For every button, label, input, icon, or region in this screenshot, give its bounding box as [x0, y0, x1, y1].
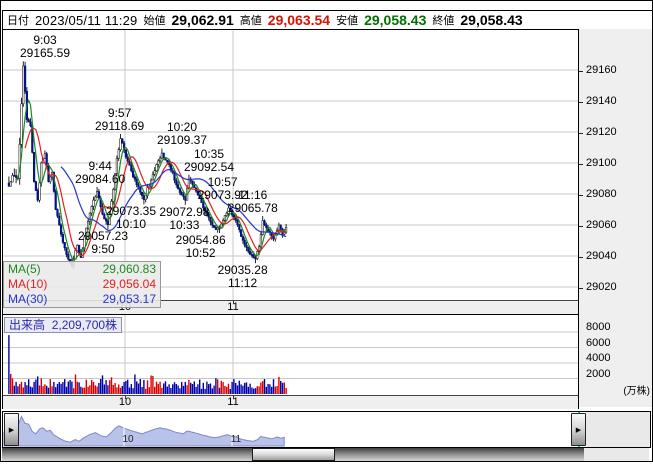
date-label: 日付 [7, 15, 29, 27]
price-tick-label: 29020 [586, 281, 617, 293]
volume-label-box: 出来高 2,209,700株 [4, 317, 123, 333]
high-label: 高値 [239, 15, 262, 27]
legend-row-ma30: MA(30) 29,053.17 [4, 292, 160, 307]
volume-tick-label: 8000 [586, 321, 611, 333]
navigator-tick-label: 10 [122, 434, 134, 445]
open-value: 29,062.91 [171, 12, 234, 28]
price-tick-mark [579, 71, 583, 72]
price-tick-label: 29080 [586, 188, 617, 200]
ma30-value: 29,053.17 [102, 292, 156, 306]
time-tick-label: 10 [118, 396, 132, 408]
navigator-right-filler [586, 412, 650, 447]
scrollbar-right-filler [584, 448, 649, 461]
ma10-value: 29,056.04 [102, 277, 156, 291]
price-axis: 29160 29140 29120 29100 29080 29060 29040 29020 [579, 29, 652, 314]
time-tick-mark [233, 301, 234, 304]
navigator-tick-label: 11 [230, 434, 242, 445]
price-tick-label: 29040 [586, 250, 617, 262]
candlestick-chart[interactable] [3, 30, 578, 300]
ma10-label: MA(10) [8, 277, 48, 291]
right-arrow-icon: ▶ [8, 426, 15, 434]
ma5-value: 29,060.83 [102, 262, 156, 276]
volume-tick-label: 4000 [586, 352, 611, 364]
time-tick-label: 11 [227, 301, 239, 313]
price-tick-mark [579, 195, 583, 196]
navigator-area-chart[interactable] [3, 412, 586, 447]
ma-legend: MA(5) 29,060.83 MA(10) 29,056.04 MA(30) … [3, 261, 161, 308]
price-tick-label: 29100 [586, 157, 617, 169]
volume-value: 2,209,700株 [51, 318, 118, 332]
ma5-label: MA(5) [8, 262, 41, 276]
range-navigator[interactable]: ▶ ▶ 10 11 [2, 411, 651, 448]
ma30-label: MA(30) [8, 292, 48, 306]
price-tick-mark [579, 288, 583, 289]
price-tick-label: 29120 [586, 126, 617, 138]
price-tick-mark [579, 164, 583, 165]
price-tick-mark [579, 133, 583, 134]
volume-panel[interactable]: 出来高 2,209,700株 10 11 [2, 314, 579, 409]
volume-time-axis: 10 11 [3, 395, 578, 409]
scrollbar-thumb[interactable] [252, 448, 335, 461]
price-tick-label: 29060 [586, 219, 617, 231]
high-value: 29,063.54 [267, 12, 331, 28]
price-tick-mark [579, 102, 583, 103]
volume-label: 出来高 [9, 318, 46, 332]
time-tick-mark [233, 396, 234, 399]
price-tick-label: 29160 [586, 64, 617, 76]
legend-row-ma5: MA(5) 29,060.83 [4, 262, 160, 277]
price-tick-mark [579, 257, 583, 258]
price-tick-mark [579, 226, 583, 227]
close-label: 終値 [432, 15, 455, 27]
date-value: 2023/05/11 11:29 [35, 12, 138, 28]
volume-unit-label: (万株) [623, 386, 650, 397]
close-value: 29,058.43 [460, 12, 523, 28]
low-label: 安値 [336, 15, 359, 27]
volume-chart [3, 315, 578, 394]
horizontal-scrollbar[interactable] [2, 448, 584, 461]
time-tick-label: 11 [227, 396, 239, 408]
info-bar: 日付 2023/05/11 11:29 始値 29,062.91 高値 29,0… [2, 10, 652, 30]
right-arrow-icon: ▶ [575, 426, 582, 434]
volume-tick-label: 6000 [586, 336, 611, 349]
navigator-left-handle[interactable]: ▶ [4, 413, 19, 446]
time-tick-mark [125, 396, 126, 399]
price-tick-label: 29140 [586, 95, 617, 107]
legend-row-ma10: MA(10) 29,056.04 [4, 277, 160, 292]
low-value: 29,058.43 [364, 12, 427, 28]
navigator-right-handle[interactable]: ▶ [571, 413, 586, 446]
volume-axis: 8000 6000 4000 2000 (万株) [579, 314, 652, 407]
volume-tick-label: 2000 [586, 367, 611, 380]
open-label: 始値 [143, 15, 166, 27]
